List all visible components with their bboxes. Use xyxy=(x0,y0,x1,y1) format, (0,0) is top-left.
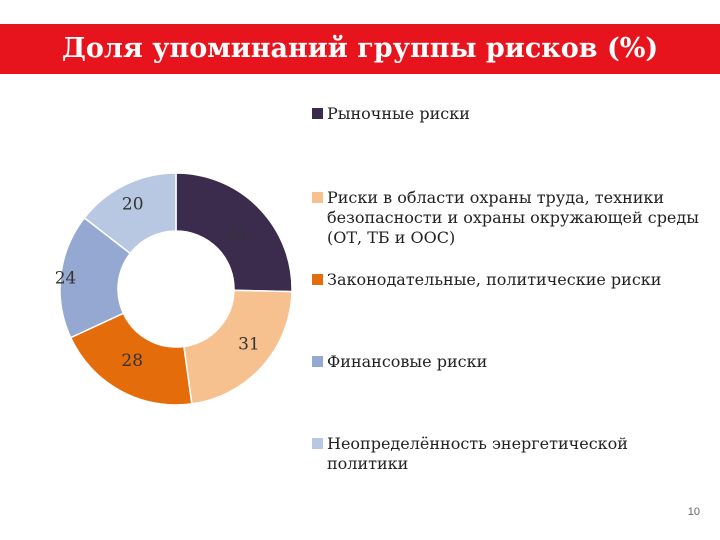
title-bar: Доля упоминаний группы рисков (%) xyxy=(0,24,720,74)
slide-title: Доля упоминаний группы рисков (%) xyxy=(61,33,659,64)
legend-label: Финансовые риски xyxy=(327,352,488,371)
legend-swatch xyxy=(312,356,323,367)
legend-label: Рыночные риски xyxy=(327,104,470,123)
data-label: 35 xyxy=(225,226,247,246)
page-number: 10 xyxy=(687,506,700,518)
data-label: 28 xyxy=(121,351,143,371)
data-label: 24 xyxy=(55,269,77,289)
legend-label: Риски в области охраны труда, техники бе… xyxy=(327,188,699,247)
legend-label: Законодательные, политические риски xyxy=(327,270,662,289)
data-label: 20 xyxy=(122,194,144,214)
slice-hse-risks xyxy=(183,289,293,405)
legend-swatch xyxy=(312,192,323,203)
slice-market-risks xyxy=(175,172,293,293)
legend-label: Неопределённость энергетической политики xyxy=(327,434,628,473)
slice-financial-risks xyxy=(59,216,132,339)
data-label: 31 xyxy=(238,334,260,354)
slice-legislative-risks xyxy=(69,312,193,406)
legend-swatch xyxy=(312,438,323,449)
legend-swatch xyxy=(312,108,323,119)
legend-swatch xyxy=(312,274,323,285)
slice-energy-policy xyxy=(83,172,177,255)
